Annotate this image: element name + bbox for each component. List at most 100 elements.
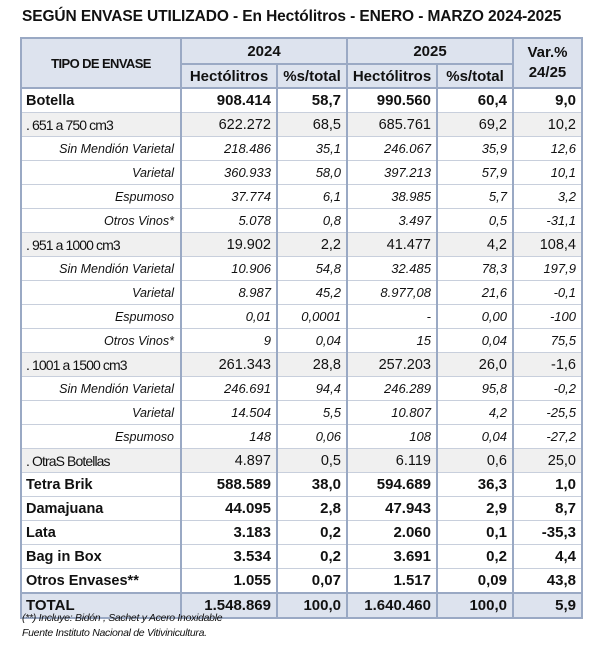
cell-pct-2024: 5,5 bbox=[276, 400, 348, 425]
cell-pct-2025: 26,0 bbox=[436, 352, 514, 377]
cell-variation: -100 bbox=[512, 304, 583, 329]
cell-pct-2024: 45,2 bbox=[276, 280, 348, 305]
cell-tipo: . 1001 a 1500 cm3 bbox=[20, 352, 182, 377]
header-year-2025: 2025 bbox=[346, 37, 514, 65]
cell-hectolitros-2025: 685.761 bbox=[346, 112, 438, 137]
cell-pct-2024: 0,2 bbox=[276, 544, 348, 569]
cell-variation: -1,6 bbox=[512, 352, 583, 377]
cell-variation: -27,2 bbox=[512, 424, 583, 449]
cell-pct-2025: 57,9 bbox=[436, 160, 514, 185]
cell-pct-2025: 60,4 bbox=[436, 88, 514, 113]
cell-hectolitros-2024: 3.183 bbox=[180, 520, 278, 545]
table-row: . 651 a 750 cm3 622.272 68,5 685.761 69,2 10,… bbox=[20, 112, 583, 137]
cell-hectolitros-2024: 19.902 bbox=[180, 232, 278, 257]
cell-hectolitros-2024: 37.774 bbox=[180, 184, 278, 209]
cell-hectolitros-2025: 990.560 bbox=[346, 88, 438, 113]
cell-tipo: Varietal bbox=[20, 160, 182, 185]
cell-pct-2024: 54,8 bbox=[276, 256, 348, 281]
cell-hectolitros-2025: 246.289 bbox=[346, 376, 438, 401]
cell-hectolitros-2024: 622.272 bbox=[180, 112, 278, 137]
cell-pct-2024: 28,8 bbox=[276, 352, 348, 377]
cell-hectolitros-2025: - bbox=[346, 304, 438, 329]
cell-hectolitros-2024: 0,01 bbox=[180, 304, 278, 329]
cell-variation: 25,0 bbox=[512, 448, 583, 473]
cell-tipo: Bag in Box bbox=[20, 544, 182, 569]
cell-variation: 43,8 bbox=[512, 568, 583, 594]
header-hectolitros-2024: Hectólitros bbox=[180, 63, 278, 89]
header-year-2024: 2024 bbox=[180, 37, 348, 65]
cell-hectolitros-2024: 9 bbox=[180, 328, 278, 353]
table-row: Varietal 8.987 45,2 8.977,08 21,6 -0,1 bbox=[20, 280, 583, 305]
table-row: Otros Vinos* 9 0,04 15 0,04 75,5 bbox=[20, 328, 583, 353]
cell-hectolitros-2025: 6.119 bbox=[346, 448, 438, 473]
footnote-fuente: Fuente Instituto Nacional de Vitivinicul… bbox=[22, 627, 207, 639]
cell-pct-2024: 0,5 bbox=[276, 448, 348, 473]
cell-tipo: . 951 a 1000 cm3 bbox=[20, 232, 182, 257]
cell-hectolitros-2025: 257.203 bbox=[346, 352, 438, 377]
cell-hectolitros-2025: 594.689 bbox=[346, 472, 438, 497]
cell-pct-2024: 58,7 bbox=[276, 88, 348, 113]
cell-variation: 5,9 bbox=[512, 592, 583, 619]
table-row: Botella 908.414 58,7 990.560 60,4 9,0 bbox=[20, 88, 583, 113]
cell-hectolitros-2025: 3.497 bbox=[346, 208, 438, 233]
cell-hectolitros-2025: 1.517 bbox=[346, 568, 438, 594]
cell-pct-2025: 100,0 bbox=[436, 592, 514, 619]
cell-pct-2025: 0,00 bbox=[436, 304, 514, 329]
cell-tipo: Otros Envases** bbox=[20, 568, 182, 594]
cell-pct-2024: 2,8 bbox=[276, 496, 348, 521]
cell-pct-2025: 0,04 bbox=[436, 424, 514, 449]
cell-variation: 9,0 bbox=[512, 88, 583, 113]
cell-variation: 75,5 bbox=[512, 328, 583, 353]
cell-hectolitros-2025: 41.477 bbox=[346, 232, 438, 257]
cell-pct-2025: 4,2 bbox=[436, 232, 514, 257]
cell-tipo: Espumoso bbox=[20, 424, 182, 449]
cell-pct-2025: 69,2 bbox=[436, 112, 514, 137]
table-row: Varietal 14.504 5,5 10.807 4,2 -25,5 bbox=[20, 400, 583, 425]
cell-pct-2025: 0,6 bbox=[436, 448, 514, 473]
cell-hectolitros-2024: 908.414 bbox=[180, 88, 278, 113]
cell-hectolitros-2024: 218.486 bbox=[180, 136, 278, 161]
cell-hectolitros-2024: 588.589 bbox=[180, 472, 278, 497]
table-row: Sin Mendión Varietal 246.691 94,4 246.289 95… bbox=[20, 376, 583, 401]
cell-hectolitros-2025: 8.977,08 bbox=[346, 280, 438, 305]
table-row: Otros Vinos* 5.078 0,8 3.497 0,5 -31,1 bbox=[20, 208, 583, 233]
cell-tipo: Varietal bbox=[20, 400, 182, 425]
cell-hectolitros-2025: 108 bbox=[346, 424, 438, 449]
table-row: . OtraS Botellas 4.897 0,5 6.119 0,6 25,0 bbox=[20, 448, 583, 473]
cell-pct-2025: 78,3 bbox=[436, 256, 514, 281]
table-row: Espumoso 148 0,06 108 0,04 -27,2 bbox=[20, 424, 583, 449]
cell-pct-2025: 35,9 bbox=[436, 136, 514, 161]
table-row: Sin Mendión Varietal 218.486 35,1 246.067 35… bbox=[20, 136, 583, 161]
table-row: Espumoso 37.774 6,1 38.985 5,7 3,2 bbox=[20, 184, 583, 209]
cell-hectolitros-2024: 246.691 bbox=[180, 376, 278, 401]
cell-hectolitros-2024: 4.897 bbox=[180, 448, 278, 473]
cell-tipo: . OtraS Botellas bbox=[20, 448, 182, 473]
table-row: Otros Envases** 1.055 0,07 1.517 0,09 43,8 bbox=[20, 568, 583, 594]
cell-hectolitros-2025: 15 bbox=[346, 328, 438, 353]
cell-variation: 1,0 bbox=[512, 472, 583, 497]
cell-tipo: Sin Mendión Varietal bbox=[20, 256, 182, 281]
cell-pct-2025: 0,1 bbox=[436, 520, 514, 545]
cell-hectolitros-2025: 397.213 bbox=[346, 160, 438, 185]
cell-variation: 3,2 bbox=[512, 184, 583, 209]
cell-pct-2024: 0,04 bbox=[276, 328, 348, 353]
cell-variation: -0,2 bbox=[512, 376, 583, 401]
cell-variation: 10,1 bbox=[512, 160, 583, 185]
cell-tipo: Sin Mendión Varietal bbox=[20, 136, 182, 161]
cell-hectolitros-2025: 32.485 bbox=[346, 256, 438, 281]
table-row: . 1001 a 1500 cm3 261.343 28,8 257.203 26,0-… bbox=[20, 352, 583, 377]
cell-pct-2025: 0,09 bbox=[436, 568, 514, 594]
cell-pct-2024: 0,8 bbox=[276, 208, 348, 233]
cell-hectolitros-2024: 1.055 bbox=[180, 568, 278, 594]
cell-tipo: Espumoso bbox=[20, 304, 182, 329]
cell-pct-2024: 0,06 bbox=[276, 424, 348, 449]
cell-pct-2025: 5,7 bbox=[436, 184, 514, 209]
cell-pct-2024: 2,2 bbox=[276, 232, 348, 257]
table-row: . 951 a 1000 cm3 19.902 2,2 41.477 4,2 108,4 bbox=[20, 232, 583, 257]
cell-variation: 12,6 bbox=[512, 136, 583, 161]
cell-pct-2024: 58,0 bbox=[276, 160, 348, 185]
cell-tipo: Otros Vinos* bbox=[20, 328, 182, 353]
cell-tipo: Lata bbox=[20, 520, 182, 545]
table-title: SEGÚN ENVASE UTILIZADO - En Hectólitros … bbox=[22, 8, 562, 25]
header-hectolitros-2025: Hectólitros bbox=[346, 63, 438, 89]
